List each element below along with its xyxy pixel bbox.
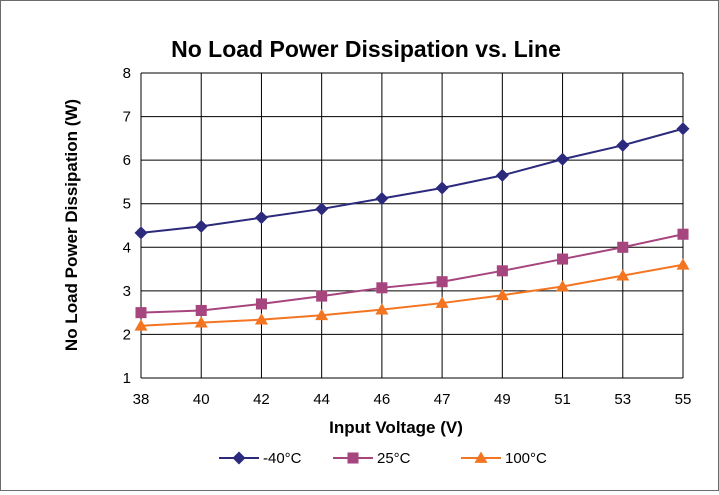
grid-lines bbox=[140, 72, 684, 379]
x-tick-label: 44 bbox=[313, 391, 330, 408]
data-point-square bbox=[436, 276, 448, 288]
x-tick-labels: 38 40 42 44 46 47 49 51 53 55 bbox=[133, 391, 692, 408]
x-tick-label: 51 bbox=[554, 391, 571, 408]
x-tick-label: 55 bbox=[675, 391, 692, 408]
x-tick-label: 46 bbox=[374, 391, 391, 408]
data-point-triangle bbox=[254, 313, 268, 325]
series-line bbox=[140, 263, 684, 327]
data-point-diamond bbox=[676, 122, 690, 136]
x-tick-label: 49 bbox=[494, 391, 511, 408]
y-tick-label: 6 bbox=[123, 152, 131, 169]
series-diamond bbox=[134, 122, 690, 240]
legend: -40°C 25°C 100°C bbox=[219, 450, 547, 467]
data-point-triangle bbox=[676, 258, 690, 270]
y-tick-labels: 1 2 3 4 5 6 7 8 bbox=[123, 65, 131, 387]
data-point-square bbox=[316, 290, 328, 302]
data-point-square bbox=[195, 304, 207, 316]
legend-item: 100°C bbox=[461, 450, 547, 467]
data-point-diamond bbox=[254, 211, 268, 225]
data-point-square bbox=[255, 298, 267, 310]
data-point-diamond bbox=[134, 226, 148, 240]
x-tick-label: 42 bbox=[253, 391, 270, 408]
y-tick-label: 1 bbox=[123, 370, 131, 387]
legend-label: -40°C bbox=[263, 450, 302, 467]
data-point-diamond bbox=[495, 168, 509, 182]
x-tick-label: 47 bbox=[434, 391, 451, 408]
legend-item: 25°C bbox=[333, 450, 411, 467]
legend-item: -40°C bbox=[219, 450, 302, 467]
y-tick-label: 5 bbox=[123, 196, 131, 213]
data-point-triangle bbox=[315, 308, 329, 321]
data-point-triangle bbox=[194, 316, 208, 328]
x-axis-title: Input Voltage (V) bbox=[329, 418, 463, 437]
y-axis-title: No Load Power Dissipation (W) bbox=[62, 99, 81, 351]
legend-label: 100°C bbox=[505, 450, 547, 467]
data-point-triangle bbox=[495, 288, 509, 301]
data-point-square bbox=[347, 452, 359, 464]
data-point-triangle bbox=[134, 319, 148, 331]
data-point-triangle bbox=[556, 280, 570, 292]
data-point-diamond bbox=[232, 451, 246, 465]
series-line bbox=[140, 127, 684, 234]
legend-label: 25°C bbox=[377, 450, 411, 467]
data-point-diamond bbox=[616, 138, 630, 152]
series-triangle bbox=[134, 258, 690, 331]
y-tick-label: 3 bbox=[123, 283, 131, 300]
data-point-diamond bbox=[194, 219, 208, 233]
data-point-triangle bbox=[474, 451, 488, 463]
series-group bbox=[134, 122, 690, 331]
x-tick-label: 40 bbox=[193, 391, 210, 408]
data-point-diamond bbox=[315, 202, 329, 216]
data-point-diamond bbox=[375, 191, 389, 205]
data-point-diamond bbox=[556, 152, 570, 166]
data-point-square bbox=[617, 241, 629, 253]
data-point-square bbox=[557, 253, 569, 265]
data-point-triangle bbox=[375, 303, 389, 315]
data-point-triangle bbox=[616, 269, 630, 281]
data-point-square bbox=[677, 228, 689, 240]
data-point-square bbox=[496, 265, 508, 277]
data-point-square bbox=[376, 282, 388, 294]
x-tick-label: 38 bbox=[133, 391, 150, 408]
y-tick-label: 2 bbox=[123, 326, 131, 343]
series-line bbox=[140, 233, 684, 314]
x-tick-label: 53 bbox=[614, 391, 631, 408]
chart-title: No Load Power Dissipation vs. Line bbox=[171, 36, 561, 62]
data-point-square bbox=[135, 307, 147, 319]
data-point-diamond bbox=[435, 181, 449, 195]
data-point-triangle bbox=[435, 296, 449, 308]
series-square bbox=[135, 228, 689, 319]
y-tick-label: 8 bbox=[123, 65, 131, 82]
y-tick-label: 7 bbox=[123, 109, 131, 126]
y-tick-label: 4 bbox=[123, 239, 131, 256]
